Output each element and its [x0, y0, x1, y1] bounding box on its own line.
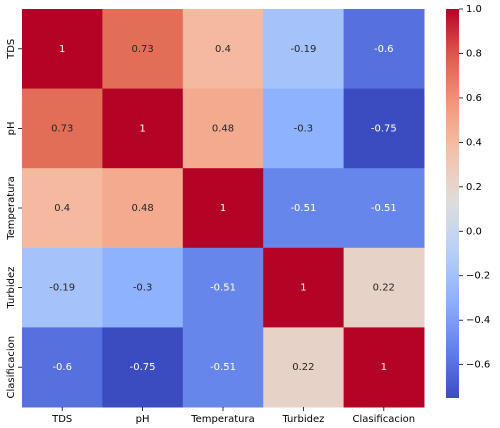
colorbar-gradient — [446, 9, 459, 398]
heatmap-cell — [102, 88, 184, 169]
y-tick-label: pH — [6, 121, 17, 135]
heatmap-cell — [22, 327, 103, 408]
x-tick-label: TDS — [51, 414, 72, 425]
colorbar-tick-label: 0.8 — [466, 48, 482, 59]
cell-value-label: 0.73 — [51, 123, 73, 134]
heatmap-cell — [182, 168, 264, 249]
colorbar: 1.0 0.8 0.6 0.4 0.2 0.0 −0.2 −0.4 −0.6 — [446, 4, 490, 398]
cell-value-label: 0.4 — [54, 203, 70, 214]
cell-value-label: -0.6 — [52, 362, 72, 373]
heatmap-cell — [182, 247, 264, 328]
cell-value-label: 0.73 — [131, 44, 153, 55]
x-tick-label: Temperatura — [190, 414, 255, 425]
heatmap-cell — [102, 168, 184, 249]
heatmap-cell — [343, 168, 425, 249]
heatmap-cell — [102, 9, 184, 90]
cell-value-label: -0.51 — [371, 203, 397, 214]
x-tick-label: Turbidez — [281, 414, 324, 425]
cell-value-label: -0.19 — [290, 44, 316, 55]
colorbar-tick-label: 0.0 — [466, 226, 482, 237]
heatmap-cell — [343, 9, 425, 90]
cell-annotations: 1 0.73 0.4 -0.19 -0.6 0.73 1 0.48 -0.3 -0.75 0.4 0.… — [49, 44, 396, 373]
heatmap-cell — [263, 9, 345, 90]
colorbar-ticks: 1.0 0.8 0.6 0.4 0.2 0.0 −0.2 −0.4 −0.6 — [459, 4, 490, 371]
heatmap-cell — [22, 168, 103, 249]
heatmap-cell — [22, 88, 103, 169]
x-tick-label: Clasificacion — [353, 414, 416, 425]
cell-value-label: 1 — [139, 123, 145, 134]
heatmap-cell — [182, 88, 264, 169]
heatmap-cell — [343, 88, 425, 169]
cell-value-label: 1 — [381, 362, 387, 373]
cell-value-label: -0.75 — [371, 123, 397, 134]
colorbar-tick-label: −0.4 — [466, 315, 490, 326]
y-tick-label: Turbidez — [6, 267, 17, 310]
colorbar-tick-label: −0.2 — [466, 271, 490, 282]
y-tick-label: Clasificacion — [6, 336, 17, 399]
heatmap-cell — [22, 9, 103, 90]
cell-value-label: -0.3 — [294, 123, 314, 134]
cell-value-label: -0.51 — [290, 203, 316, 214]
cell-value-label: -0.3 — [133, 283, 153, 294]
y-axis: TDS pH Temperatura Turbidez Clasificacion — [6, 39, 22, 399]
cell-value-label: -0.6 — [374, 44, 394, 55]
y-tick-label: TDS — [6, 39, 17, 60]
heatmap-cell — [22, 247, 103, 328]
cell-value-label: -0.51 — [210, 283, 236, 294]
cell-value-label: -0.51 — [210, 362, 236, 373]
cell-value-label: 1 — [59, 44, 65, 55]
heatmap-cell — [263, 247, 345, 328]
cell-value-label: -0.75 — [130, 362, 156, 373]
x-tick-label: pH — [136, 414, 150, 425]
colorbar-tick-label: 0.6 — [466, 93, 482, 104]
x-axis: TDS pH Temperatura Turbidez Clasificacion — [51, 407, 415, 425]
cell-value-label: 0.48 — [212, 123, 234, 134]
colorbar-tick-label: 0.4 — [466, 137, 482, 148]
heatmap-cell — [343, 247, 425, 328]
colorbar-tick-label: 0.2 — [466, 182, 482, 193]
heatmap-grid — [22, 9, 425, 408]
heatmap-cell — [102, 327, 184, 408]
heatmap-cell — [102, 247, 184, 328]
colorbar-tick-label: 1.0 — [466, 4, 482, 15]
y-tick-label: Temperatura — [6, 176, 17, 241]
cell-value-label: 0.22 — [373, 283, 395, 294]
cell-value-label: -0.19 — [49, 283, 75, 294]
cell-value-label: 0.48 — [131, 203, 153, 214]
cell-value-label: 0.4 — [215, 44, 231, 55]
heatmap-cell — [263, 88, 345, 169]
heatmap-cell — [182, 9, 264, 90]
heatmap-cell — [263, 168, 345, 249]
cell-value-label: 1 — [300, 283, 306, 294]
heatmap-cell — [343, 327, 425, 408]
cell-value-label: 0.22 — [292, 362, 314, 373]
colorbar-tick-label: −0.6 — [466, 360, 490, 371]
cell-value-label: 1 — [220, 203, 226, 214]
heatmap-cell — [182, 327, 264, 408]
heatmap-cell — [263, 327, 345, 408]
